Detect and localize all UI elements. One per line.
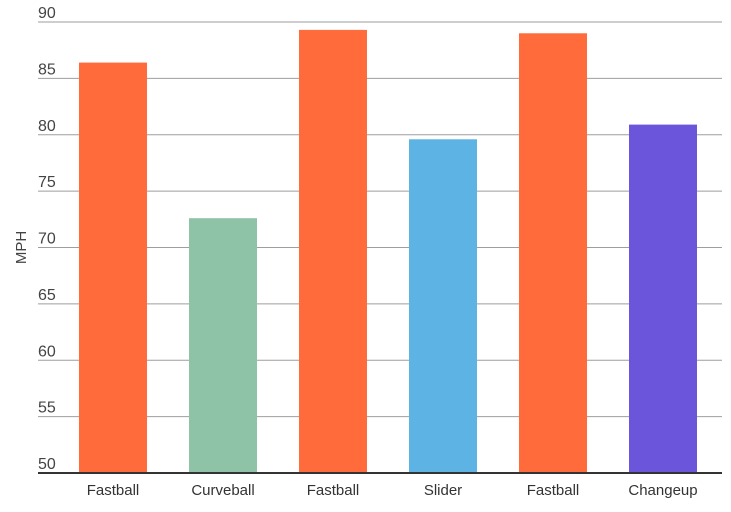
bar (299, 29, 367, 474)
y-tick-label: 55 (38, 400, 56, 417)
x-tick-label: Changeup (628, 482, 697, 499)
y-tick-label: 60 (38, 343, 56, 360)
bar (629, 124, 697, 473)
x-tick-label: Curveball (191, 482, 254, 499)
x-tick-labels: Fastball Curveball Fastball Slider Fastball C… (87, 482, 698, 499)
y-tick-label: 85 (38, 61, 56, 78)
y-axis-title: MPH (13, 231, 30, 264)
y-tick-label: 50 (38, 456, 56, 473)
y-tick-labels: 50 55 60 65 70 75 80 85 90 (38, 5, 56, 473)
bar (519, 33, 587, 474)
x-tick-label: Fastball (527, 482, 580, 499)
bar (79, 62, 147, 474)
x-tick-label: Fastball (307, 482, 360, 499)
x-tick-label: Fastball (87, 482, 140, 499)
bar (409, 139, 477, 473)
y-tick-label: 70 (38, 231, 56, 248)
bar (189, 218, 257, 473)
x-tick-label: Slider (424, 482, 462, 499)
y-tick-label: 80 (38, 118, 56, 135)
gridlines (38, 21, 722, 418)
y-tick-label: 65 (38, 287, 56, 304)
bars (79, 29, 697, 474)
y-tick-label: 90 (38, 5, 56, 22)
y-tick-label: 75 (38, 174, 56, 191)
